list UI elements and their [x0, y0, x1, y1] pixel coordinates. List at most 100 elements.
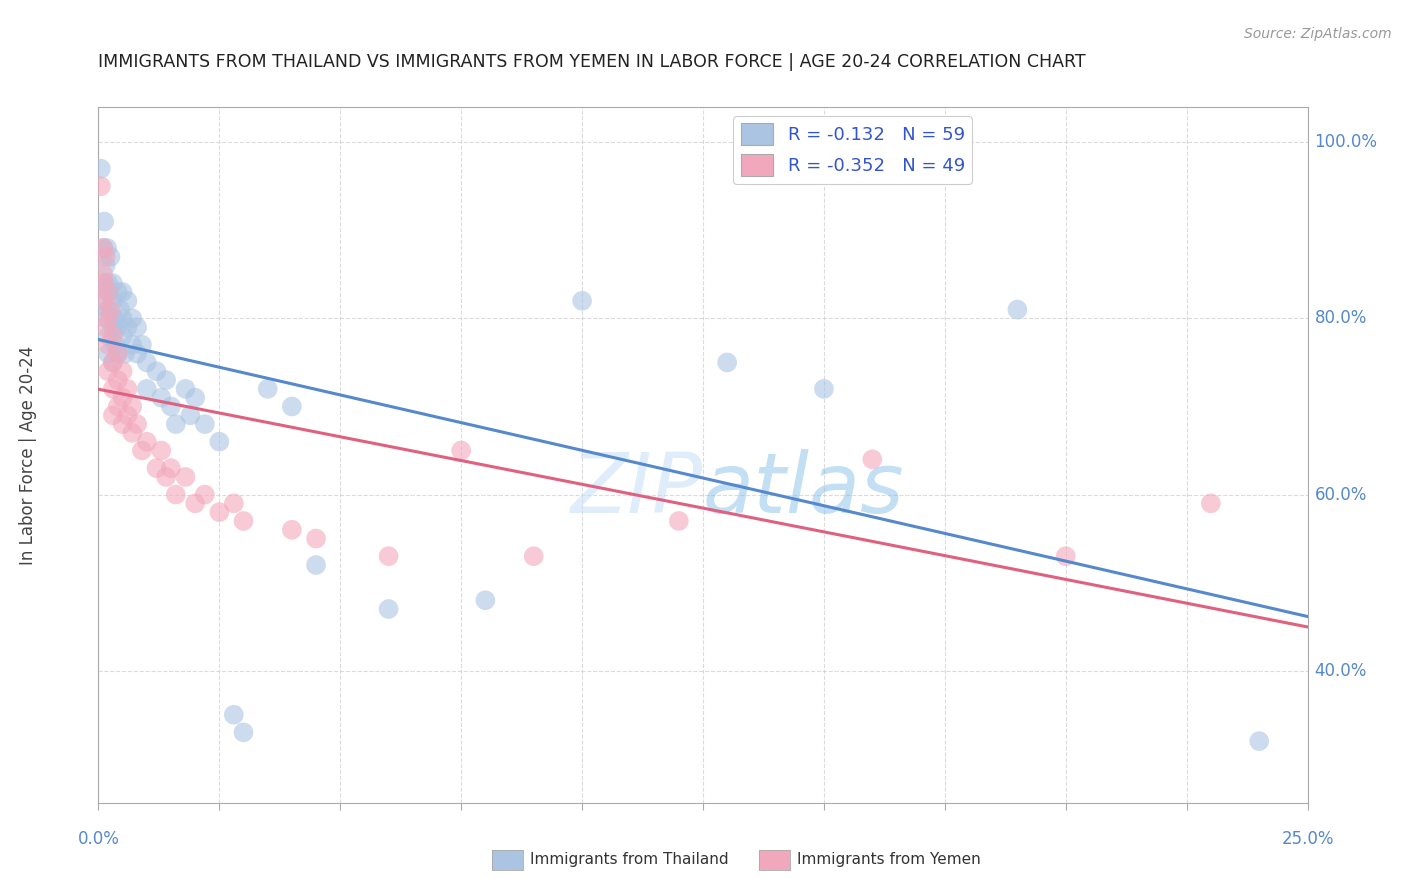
- Point: [117, 320, 139, 334]
- Text: 80.0%: 80.0%: [1315, 310, 1367, 327]
- Point: [97, 302, 120, 317]
- Point: [813, 382, 835, 396]
- Point: [145, 364, 167, 378]
- Point: [117, 293, 139, 308]
- Point: [1249, 734, 1271, 748]
- Legend: R = -0.132   N = 59, R = -0.352   N = 49: R = -0.132 N = 59, R = -0.352 N = 49: [734, 116, 972, 184]
- Text: IMMIGRANTS FROM THAILAND VS IMMIGRANTS FROM YEMEN IN LABOR FORCE | AGE 20-24 COR: IMMIGRANTS FROM THAILAND VS IMMIGRANTS F…: [98, 54, 1085, 71]
- Point: [668, 514, 690, 528]
- Point: [101, 355, 124, 369]
- Point: [450, 443, 472, 458]
- Point: [107, 285, 129, 299]
- Point: [1054, 549, 1077, 564]
- Point: [91, 241, 114, 255]
- Point: [94, 250, 117, 264]
- Point: [121, 338, 143, 352]
- Point: [860, 452, 883, 467]
- Point: [91, 241, 114, 255]
- Point: [111, 329, 134, 343]
- Point: [101, 329, 124, 343]
- Point: [94, 320, 117, 334]
- Point: [571, 293, 593, 308]
- Point: [90, 161, 112, 176]
- Point: [91, 293, 114, 308]
- Text: Immigrants from Yemen: Immigrants from Yemen: [797, 853, 981, 867]
- Text: atlas: atlas: [703, 450, 904, 530]
- Point: [160, 400, 183, 414]
- Point: [165, 487, 187, 501]
- Point: [281, 400, 304, 414]
- Text: Source: ZipAtlas.com: Source: ZipAtlas.com: [1244, 27, 1392, 41]
- Text: 0.0%: 0.0%: [77, 830, 120, 847]
- Point: [91, 293, 114, 308]
- Point: [107, 400, 129, 414]
- Point: [91, 268, 114, 282]
- Text: 60.0%: 60.0%: [1315, 485, 1367, 504]
- Point: [184, 391, 207, 405]
- Point: [100, 250, 122, 264]
- Point: [111, 285, 134, 299]
- Point: [305, 532, 328, 546]
- Point: [127, 320, 149, 334]
- Point: [114, 346, 136, 360]
- Point: [97, 276, 120, 290]
- Point: [377, 549, 399, 564]
- Point: [150, 443, 173, 458]
- Point: [165, 417, 187, 431]
- Point: [174, 382, 197, 396]
- Point: [101, 320, 124, 334]
- Point: [91, 276, 114, 290]
- Point: [222, 496, 245, 510]
- Point: [155, 373, 177, 387]
- Point: [474, 593, 496, 607]
- Point: [94, 259, 117, 273]
- Point: [135, 434, 157, 449]
- Point: [145, 461, 167, 475]
- Point: [281, 523, 304, 537]
- Point: [101, 276, 124, 290]
- Point: [97, 285, 120, 299]
- Point: [194, 417, 217, 431]
- Point: [101, 293, 124, 308]
- Point: [101, 382, 124, 396]
- Point: [121, 425, 143, 440]
- Point: [1199, 496, 1222, 510]
- Point: [104, 338, 127, 352]
- Point: [232, 514, 254, 528]
- Point: [96, 241, 118, 255]
- Point: [131, 338, 153, 352]
- Point: [121, 400, 143, 414]
- Point: [117, 382, 139, 396]
- Point: [97, 346, 120, 360]
- Point: [117, 409, 139, 423]
- Text: Immigrants from Thailand: Immigrants from Thailand: [530, 853, 728, 867]
- Point: [232, 725, 254, 739]
- Point: [97, 311, 120, 326]
- Point: [377, 602, 399, 616]
- Text: ZIP: ZIP: [571, 450, 703, 530]
- Point: [208, 434, 231, 449]
- Point: [100, 302, 122, 317]
- Point: [150, 391, 173, 405]
- Point: [94, 311, 117, 326]
- Point: [107, 346, 129, 360]
- Point: [97, 338, 120, 352]
- Point: [135, 382, 157, 396]
- Point: [111, 311, 134, 326]
- Point: [111, 364, 134, 378]
- Point: [127, 346, 149, 360]
- Point: [208, 505, 231, 519]
- Point: [97, 329, 120, 343]
- Text: 25.0%: 25.0%: [1281, 830, 1334, 847]
- Point: [103, 311, 125, 326]
- Point: [1007, 302, 1029, 317]
- Point: [101, 409, 124, 423]
- Point: [98, 285, 121, 299]
- Point: [716, 355, 738, 369]
- Point: [111, 391, 134, 405]
- Point: [107, 373, 129, 387]
- Point: [101, 355, 124, 369]
- Point: [179, 409, 201, 423]
- Point: [107, 320, 129, 334]
- Point: [131, 443, 153, 458]
